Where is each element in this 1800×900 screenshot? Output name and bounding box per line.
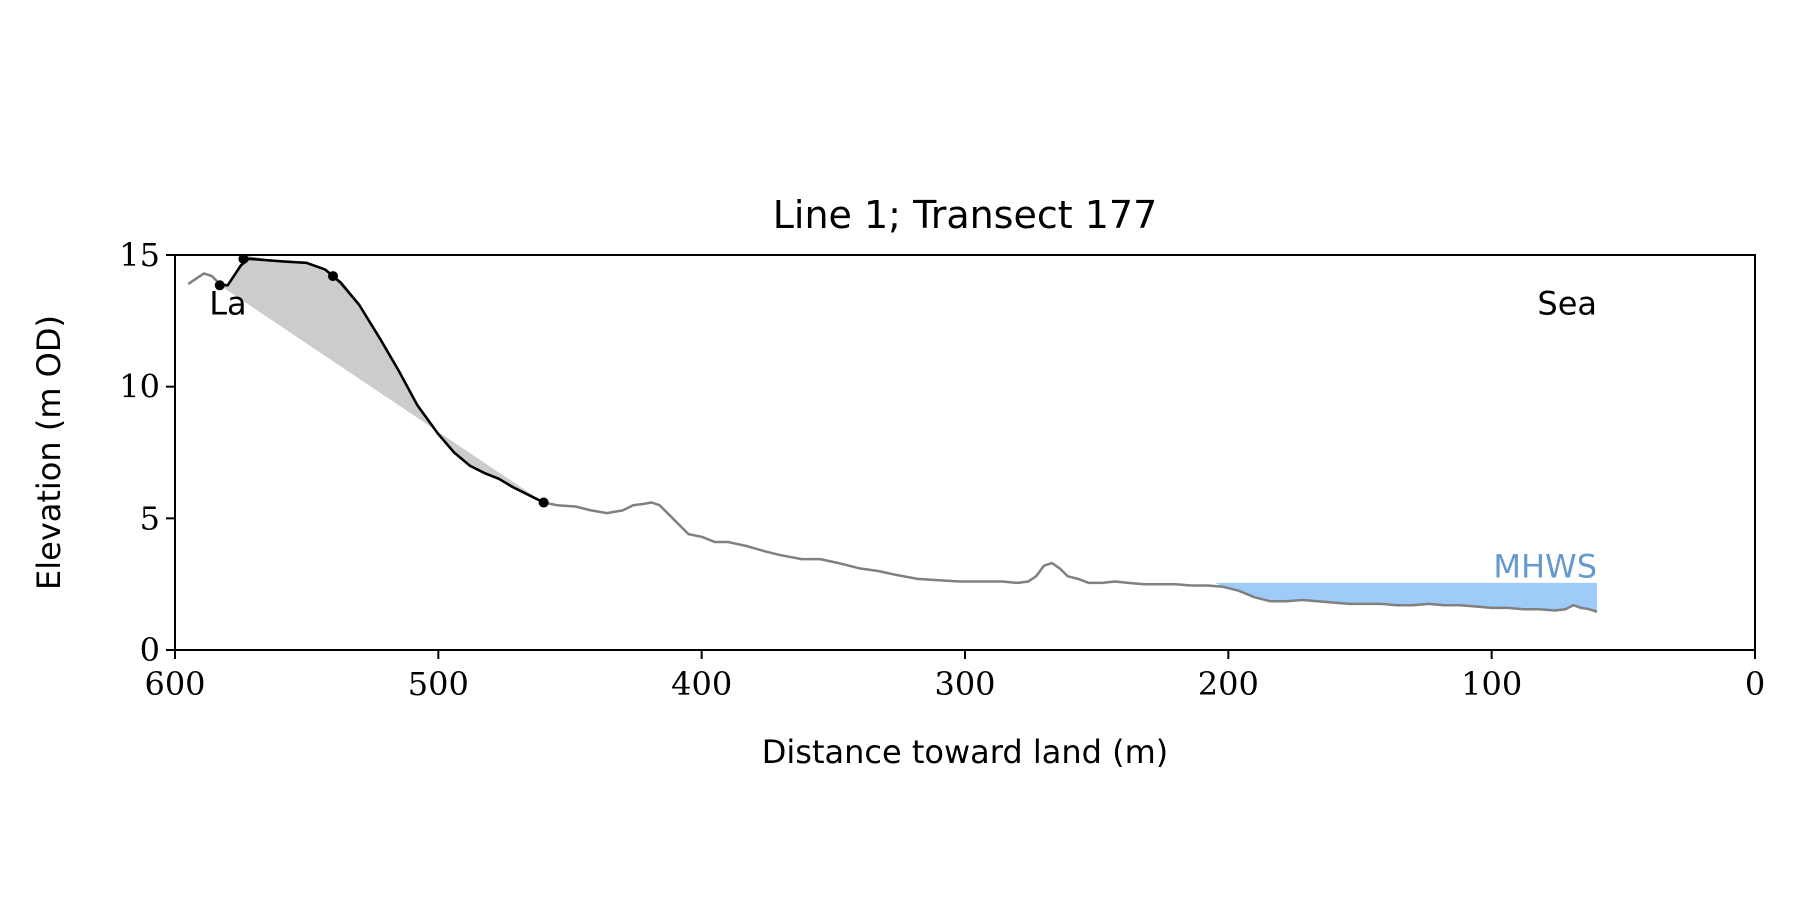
chart-title: Line 1; Transect 177	[773, 193, 1158, 237]
x-axis-label: Distance toward land (m)	[762, 733, 1168, 771]
y-tick-label-0: 0	[140, 631, 160, 669]
annotation-la: La	[209, 284, 246, 322]
plot-area	[187, 256, 1598, 613]
y-tick-label-15: 15	[119, 236, 160, 274]
data-point-2	[328, 271, 338, 282]
y-tick-label-10: 10	[119, 368, 160, 406]
mhws-band	[1215, 582, 1597, 612]
y-axis-label: Elevation (m OD)	[30, 315, 68, 590]
y-tick-label-5: 5	[140, 499, 160, 537]
annotation-mhws: MHWS	[1493, 548, 1597, 586]
x-tick-label-500: 500	[408, 665, 469, 703]
x-tick-label-300: 300	[934, 665, 995, 703]
series-line-cliff-profile	[219, 257, 545, 504]
annotation-sea: Sea	[1537, 284, 1597, 322]
cliff-shaded-region	[219, 258, 544, 503]
x-tick-label-400: 400	[671, 665, 732, 703]
x-tick-label-100: 100	[1461, 665, 1522, 703]
x-tick-label-0: 0	[1745, 665, 1765, 703]
x-tick-label-600: 600	[144, 665, 205, 703]
data-point-3	[538, 497, 549, 508]
x-tick-label-200: 200	[1198, 665, 1259, 703]
series-line-profile	[187, 256, 1598, 613]
data-point-0	[214, 280, 225, 291]
data-point-1	[238, 253, 249, 264]
